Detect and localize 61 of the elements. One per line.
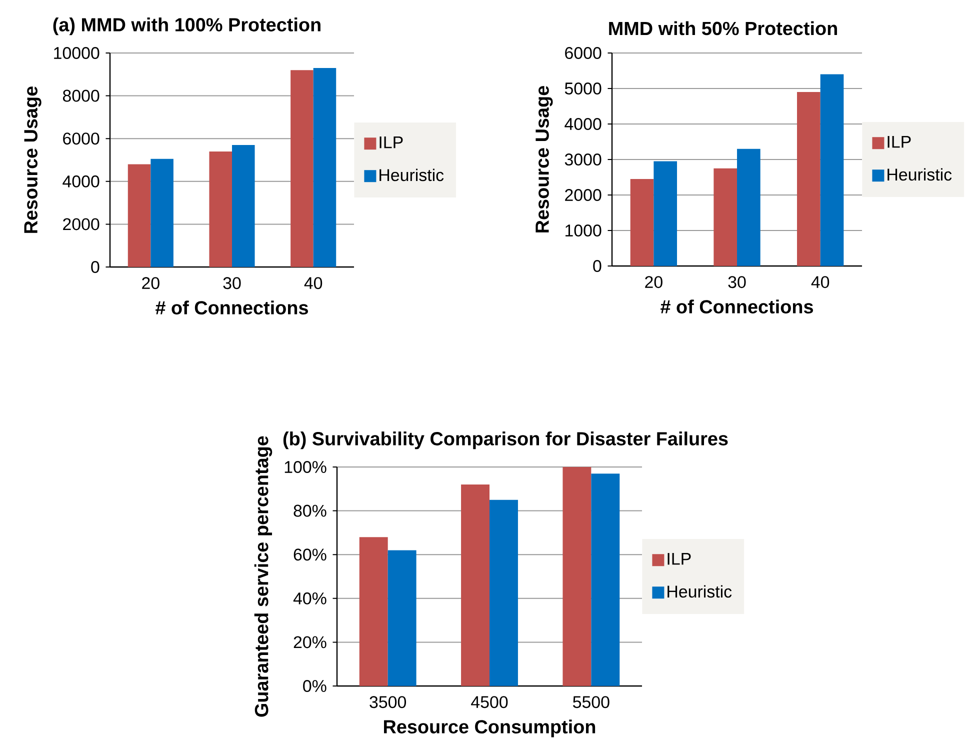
y-tick-label: 4000 — [564, 118, 602, 130]
y-tick-label: 0 — [593, 260, 602, 272]
y-axis-title: Guaranteed service percentage — [254, 436, 272, 717]
x-tick-label: 30 — [223, 277, 241, 290]
legend-label: Heuristic — [888, 168, 952, 181]
chart-title: MMD with 50% Protection — [609, 21, 837, 36]
x-axis-title: # of Connections — [156, 300, 308, 314]
x-tick-label: 4500 — [471, 696, 508, 708]
bar — [359, 537, 388, 686]
bar — [654, 161, 678, 266]
chart-title: (b) Survivability Comparison for Disaster Failures — [283, 432, 728, 450]
y-axis-title: Resource Usage — [24, 86, 42, 233]
x-tick-label: 40 — [304, 277, 322, 290]
y-tick-label: 20% — [294, 636, 326, 648]
x-tick-label: 3500 — [370, 696, 406, 708]
y-tick-label: 6000 — [63, 132, 100, 145]
x-tick-label: 40 — [811, 276, 830, 288]
x-tick-label: 30 — [728, 276, 746, 288]
bar — [797, 92, 820, 266]
y-tick-label: 3000 — [564, 154, 602, 166]
bar — [128, 164, 151, 268]
bar — [388, 550, 416, 686]
y-tick-label: 5000 — [564, 82, 602, 95]
x-tick-label: 5500 — [573, 696, 610, 708]
chart-title: (a) MMD with 100% Protection — [53, 18, 320, 36]
y-tick-label: 2000 — [565, 189, 602, 201]
legend-label: Heuristic — [380, 168, 444, 182]
y-tick-label: 10000 — [54, 47, 100, 60]
y-tick-label: 2000 — [63, 218, 100, 230]
y-tick-label: 6000 — [565, 47, 602, 60]
bar — [232, 145, 255, 268]
bar — [461, 484, 490, 686]
legend-label: ILP — [668, 553, 691, 565]
legend-label: ILP — [888, 136, 911, 148]
y-axis-title: Resource Usage — [536, 86, 553, 232]
bar — [820, 74, 844, 266]
y-tick-label: 40% — [293, 592, 326, 604]
bar — [209, 151, 232, 268]
legend-label: ILP — [380, 136, 403, 148]
x-axis-title: Resource Consumption — [384, 720, 596, 738]
y-tick-label: 8000 — [62, 90, 100, 102]
y-tick-label: 1000 — [566, 224, 602, 236]
bar — [150, 158, 174, 268]
y-tick-label: 60% — [294, 548, 326, 561]
bar — [591, 474, 620, 686]
x-axis-title: # of Connections — [660, 300, 813, 314]
bar — [290, 70, 314, 268]
x-tick-label: 20 — [142, 277, 160, 290]
bar — [490, 500, 518, 686]
y-tick-label: 4000 — [62, 175, 100, 188]
y-tick-label: 80% — [294, 504, 326, 517]
y-tick-label: 100% — [284, 461, 326, 474]
y-tick-label: 0% — [303, 680, 326, 692]
x-tick-label: 20 — [645, 276, 662, 288]
bar — [313, 68, 336, 268]
bar — [562, 467, 592, 686]
y-tick-label: 0 — [91, 261, 100, 274]
bar — [630, 179, 654, 266]
bar — [737, 148, 760, 266]
bar — [714, 168, 738, 266]
legend-label: Heuristic — [668, 585, 732, 598]
